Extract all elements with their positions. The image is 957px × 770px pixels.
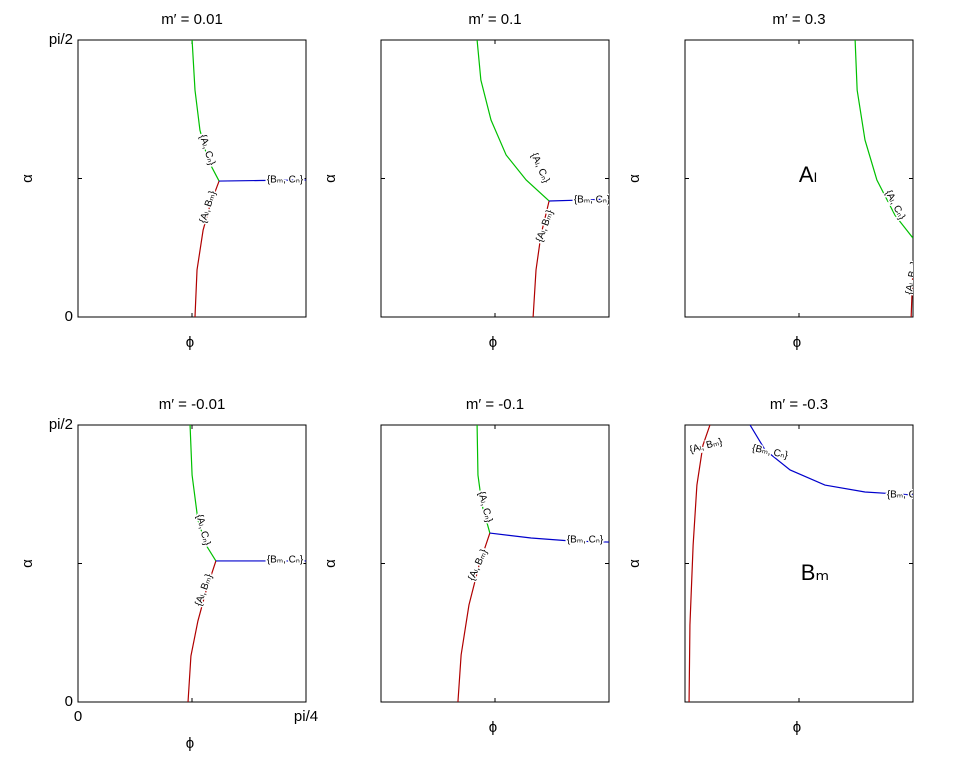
curve: [219, 179, 306, 182]
subplot: m′ = -0.3ϕα{Aₗ, Bₘ} {Bₘ, Cₙ}{Bₘ, Cₙ}Bₘ: [626, 396, 924, 736]
x-axis-label: ϕ: [186, 334, 194, 351]
y-tick-label: 0: [65, 308, 73, 325]
region-label: Bₘ: [801, 560, 829, 585]
y-axis-label: α: [19, 559, 36, 568]
curve: [191, 40, 220, 182]
y-axis-label: α: [626, 559, 643, 568]
y-tick-label: pi/2: [49, 416, 73, 433]
curve-label: {Bₘ, Cₙ}: [267, 555, 304, 566]
chart-title: m′ = -0.1: [466, 396, 524, 413]
curve: [476, 425, 491, 534]
curve: [549, 198, 609, 202]
x-axis-label: ϕ: [489, 719, 497, 736]
curve-label: {Aₗ, Bₘ}: [904, 260, 921, 296]
y-tick-label: 0: [65, 693, 73, 710]
plot-frame: [684, 424, 914, 703]
subplot: m′ = 0.1ϕα {Aₗ, Cₙ}{Aₗ, Bₘ}{Bₘ, Cₙ}: [322, 11, 611, 351]
y-tick-label: pi/2: [49, 31, 73, 48]
y-axis-label: α: [322, 174, 339, 183]
y-axis-label: α: [19, 174, 36, 183]
x-axis-label: ϕ: [489, 334, 497, 351]
curve: [688, 425, 711, 702]
x-axis-label: ϕ: [793, 334, 801, 351]
curve: [910, 269, 913, 317]
x-axis-label: ϕ: [186, 735, 194, 752]
plot-frame: [380, 424, 610, 703]
y-axis-label: α: [322, 559, 339, 568]
region-label: Aₗ: [799, 162, 817, 187]
subplot: m′ = 0.3ϕα{Aₗ, Cₙ}{Aₗ, Bₘ}Aₗ: [626, 11, 921, 351]
curve: [194, 180, 220, 317]
curve-label: {Bₘ, Cₙ}: [567, 535, 604, 546]
curve-label: {Bₘ, Cₙ}: [574, 195, 611, 206]
curve: [457, 532, 491, 702]
plot-frame: [380, 39, 610, 318]
curve: [749, 425, 913, 496]
chart-title: m′ = -0.3: [770, 396, 828, 413]
chart-title: m′ = -0.01: [159, 396, 226, 413]
x-axis-label: ϕ: [793, 719, 801, 736]
x-tick-label: pi/4: [294, 708, 318, 725]
curve: [187, 560, 217, 702]
chart-title: m′ = 0.1: [468, 11, 521, 28]
curve-label: {Bₘ, Cₙ}: [887, 490, 924, 501]
chart-title: m′ = 0.3: [772, 11, 825, 28]
chart-title: m′ = 0.01: [161, 11, 223, 28]
curve: [189, 425, 217, 562]
curve: [489, 532, 609, 543]
curve-label: {Bₘ, Cₙ}: [267, 175, 304, 186]
curve: [476, 40, 550, 202]
x-tick-label: 0: [74, 708, 82, 725]
subplot: m′ = -0.1ϕα{Aₗ, Cₙ}{Aₗ, Bₘ}{Bₘ, Cₙ}: [322, 396, 610, 736]
plot-frame: [77, 39, 307, 318]
y-axis-label: α: [626, 174, 643, 183]
curve: [532, 200, 550, 317]
curve: [854, 40, 913, 239]
